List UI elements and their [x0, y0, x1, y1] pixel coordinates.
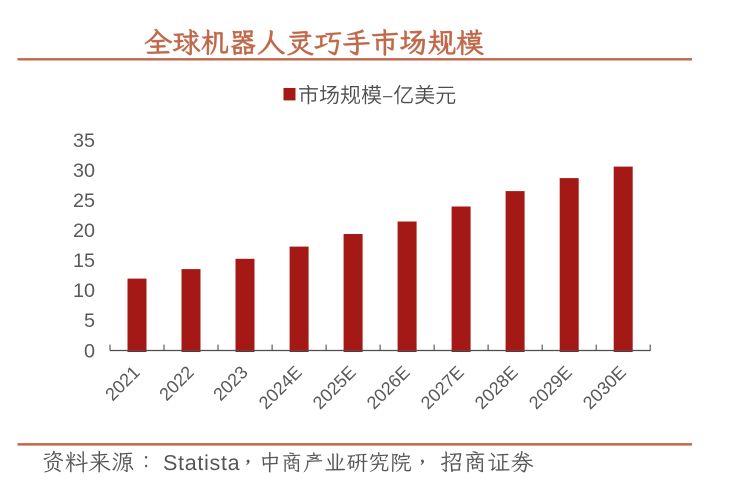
svg-text:0: 0: [84, 340, 95, 362]
svg-text:15: 15: [73, 250, 95, 272]
svg-text:10: 10: [73, 280, 95, 302]
svg-text:5: 5: [84, 310, 95, 332]
svg-text:35: 35: [73, 130, 95, 152]
svg-text:20: 20: [73, 220, 95, 242]
svg-text:25: 25: [73, 190, 95, 212]
svg-text:30: 30: [73, 160, 95, 182]
